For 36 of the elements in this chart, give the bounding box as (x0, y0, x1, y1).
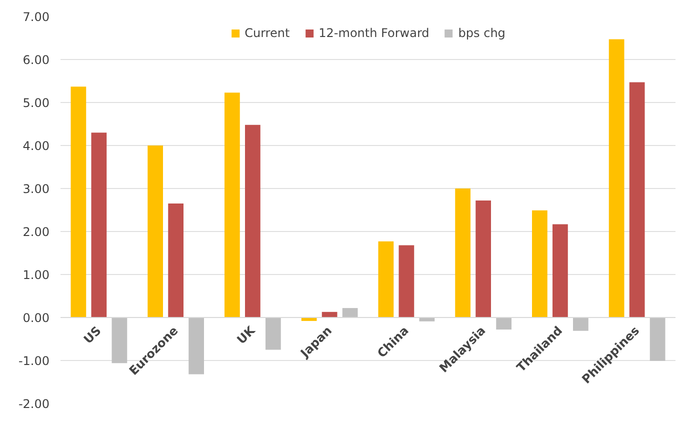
bar (188, 318, 204, 374)
y-tick-label: 0.00 (22, 311, 50, 325)
y-tick-label: 7.00 (22, 10, 50, 24)
bar (496, 318, 512, 330)
bar (112, 318, 128, 364)
bar (168, 204, 184, 318)
x-tick-label: UK (234, 323, 258, 347)
bar (552, 224, 568, 318)
bar (322, 312, 338, 318)
bar (148, 146, 163, 318)
bar (91, 132, 107, 318)
bar (70, 86, 86, 318)
y-tick-label: 3.00 (22, 182, 50, 196)
bar (476, 200, 491, 318)
bar (224, 92, 240, 318)
bar (532, 210, 548, 318)
bar (342, 308, 358, 318)
bar (629, 82, 645, 318)
y-tick-label: 5.00 (22, 96, 50, 110)
y-tick-label: 4.00 (22, 139, 50, 153)
y-tick-label: 2.00 (22, 225, 50, 239)
x-tick-label: US (80, 324, 104, 346)
y-tick-label: -2.00 (18, 397, 50, 411)
y-tick-label: 6.00 (22, 53, 50, 67)
bar (650, 318, 666, 361)
bar (266, 318, 281, 350)
bar (378, 241, 394, 318)
bar (608, 39, 624, 318)
y-tick-label: 1.00 (22, 268, 50, 282)
bar (398, 245, 414, 318)
legend-label: Current (244, 26, 290, 40)
y-tick-label: -1.00 (18, 354, 50, 368)
bar (455, 188, 470, 318)
legend-label: 12-month Forward (318, 26, 430, 40)
bar (245, 124, 260, 318)
legend-label: bps chg (458, 26, 506, 40)
